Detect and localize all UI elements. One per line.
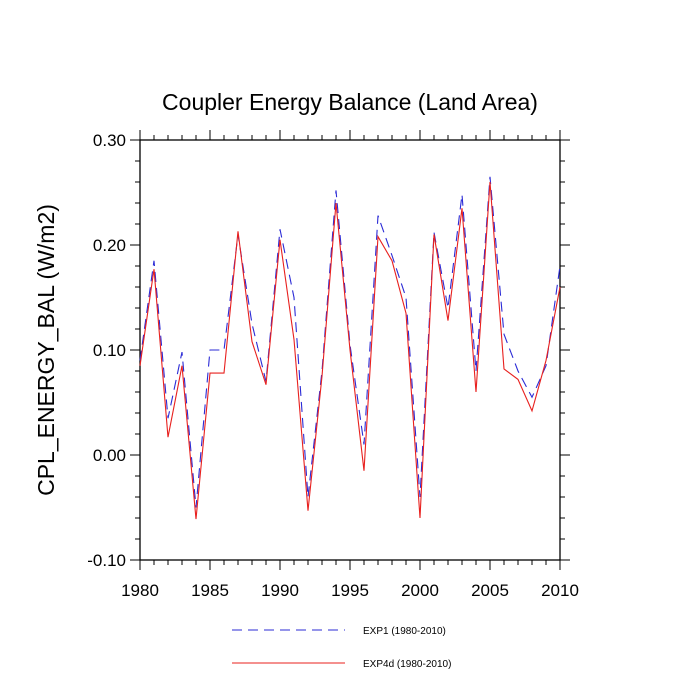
series-lines	[139, 176, 561, 520]
legend-label-exp1: EXP1 (1980-2010)	[363, 626, 446, 637]
x-tick-label: 1980	[121, 581, 159, 600]
y-tick-label: -0.10	[87, 551, 126, 570]
x-tick-label: 2000	[401, 581, 439, 600]
y-axis-label: CPL_ENERGY_BAL (W/m2)	[33, 204, 59, 496]
x-tick-label: 1985	[191, 581, 229, 600]
x-tick-label: 1990	[261, 581, 299, 600]
y-tick-label: 0.10	[93, 341, 126, 360]
y-tick-label: 0.00	[93, 446, 126, 465]
legend-label-exp4d: EXP4d (1980-2010)	[363, 659, 451, 670]
x-tick-label: 1995	[331, 581, 369, 600]
axis-ticks: 1980 1985 1990 1995 2000 2005 2010 -0.10 0.00 0.1…	[87, 130, 579, 600]
x-tick-label: 2005	[471, 581, 509, 600]
chart-title: Coupler Energy Balance (Land Area)	[162, 89, 538, 115]
series-line-exp1	[139, 176, 561, 508]
series-line-exp4d	[139, 181, 561, 520]
x-tick-label: 2010	[541, 581, 579, 600]
y-tick-label: 0.30	[93, 131, 126, 150]
y-tick-label: 0.20	[93, 236, 126, 255]
legend: EXP1 (1980-2010) EXP4d (1980-2010)	[232, 626, 451, 670]
